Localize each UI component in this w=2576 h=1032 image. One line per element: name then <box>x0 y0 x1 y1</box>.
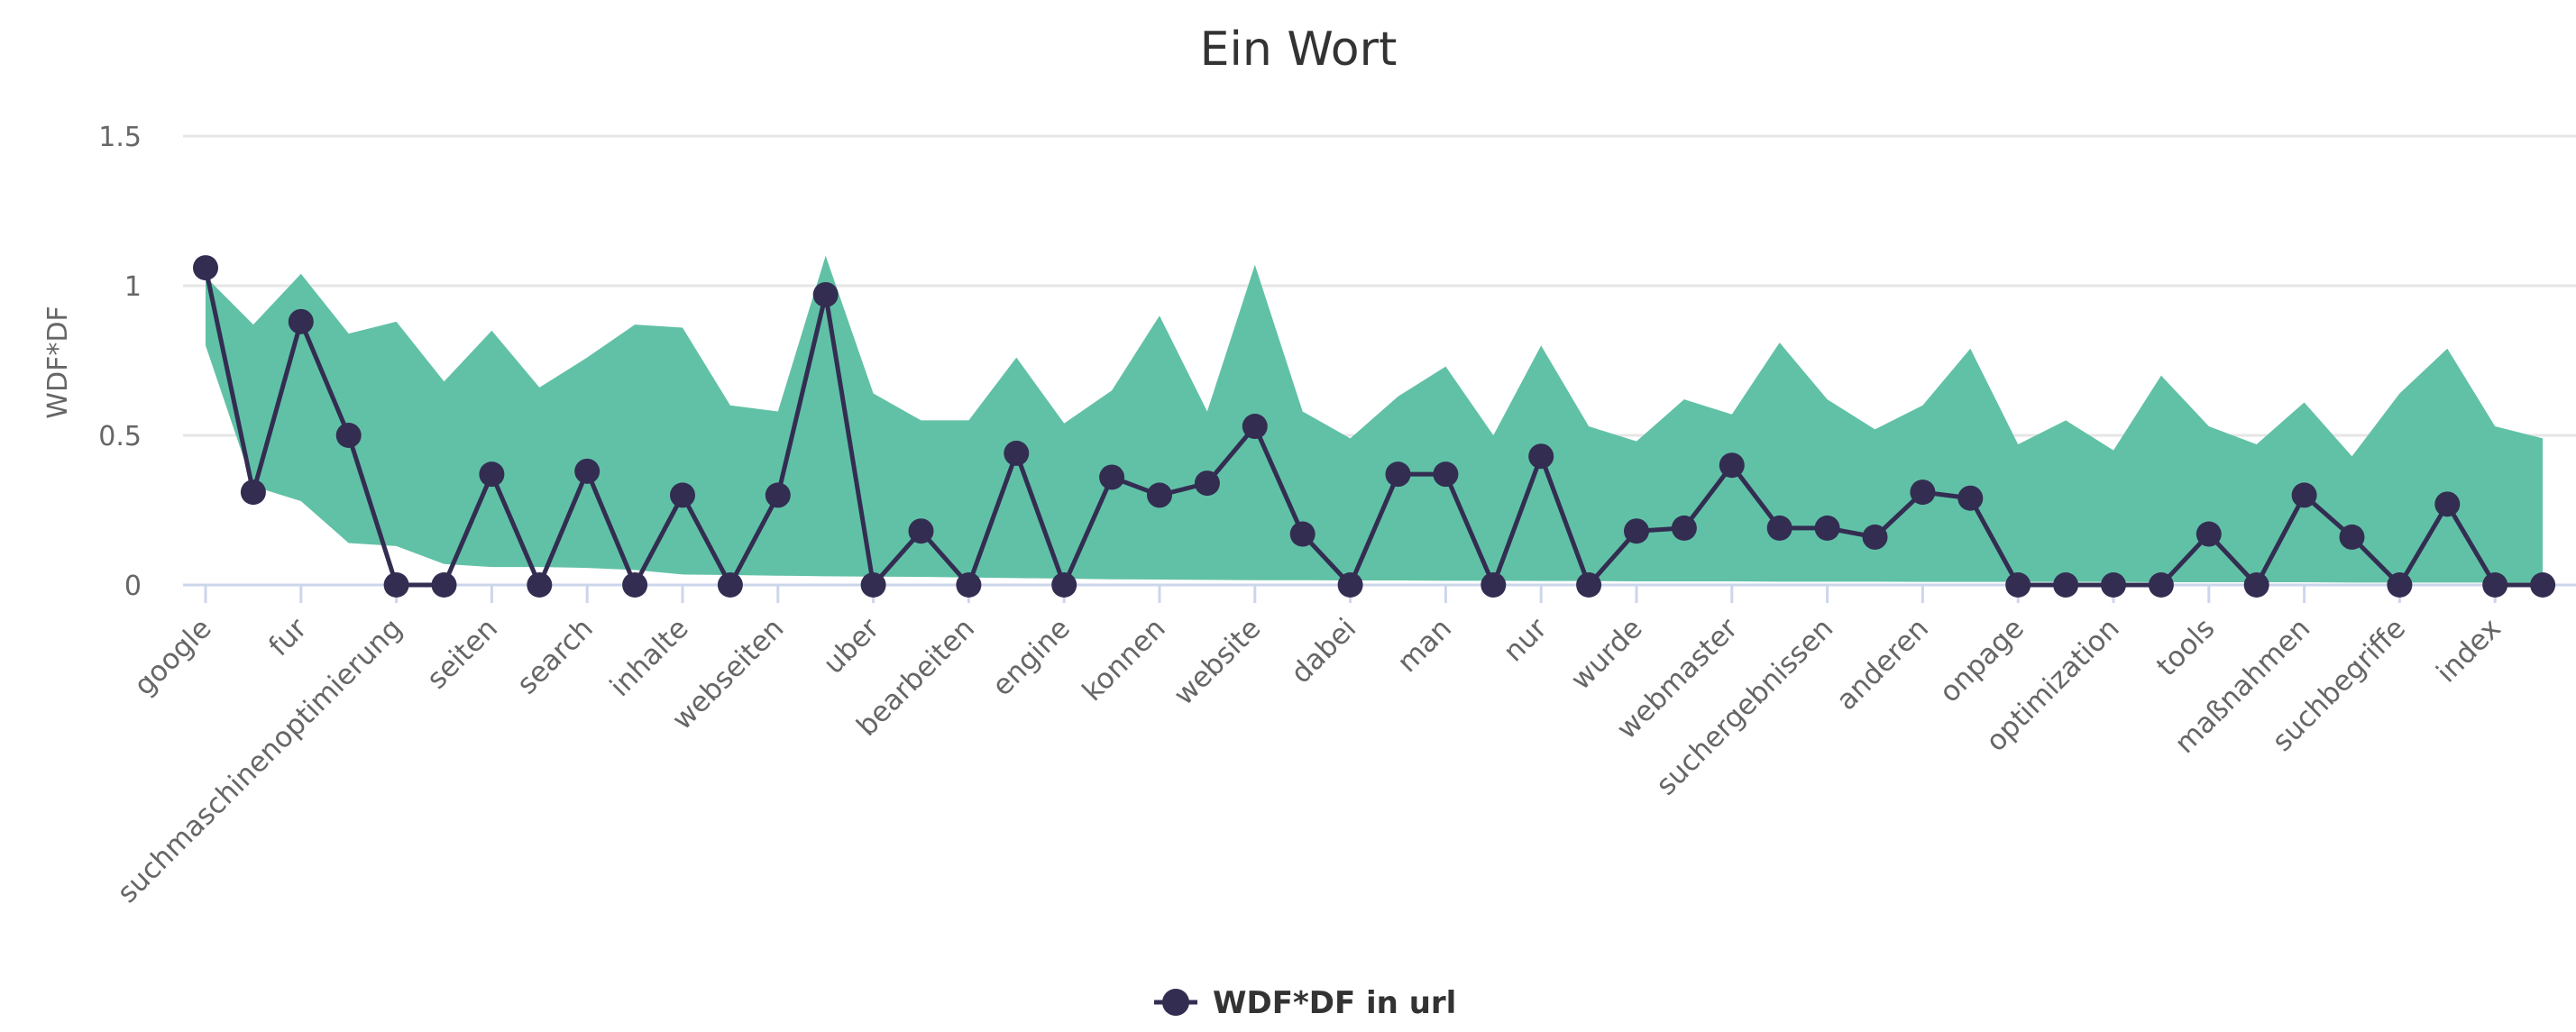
data-point-marker[interactable] <box>2196 521 2222 547</box>
line-series-wdf-df-in-url[interactable] <box>193 255 2556 598</box>
x-tick-label: fur <box>262 612 313 662</box>
data-point-marker[interactable] <box>1624 518 1649 544</box>
data-point-marker[interactable] <box>2148 572 2174 598</box>
data-point-marker[interactable] <box>1289 521 1316 547</box>
data-point-marker[interactable] <box>1910 479 1936 506</box>
data-point-marker[interactable] <box>670 482 695 508</box>
y-tick-label: 0.5 <box>98 421 142 452</box>
data-point-marker[interactable] <box>479 461 505 488</box>
data-point-marker[interactable] <box>812 281 839 307</box>
data-point-marker[interactable] <box>2101 572 2126 598</box>
x-tick-label: index <box>2430 612 2507 689</box>
data-point-marker[interactable] <box>383 572 409 598</box>
data-point-marker[interactable] <box>908 518 934 544</box>
data-point-marker[interactable] <box>2243 572 2269 598</box>
data-point-marker[interactable] <box>1194 470 1220 497</box>
data-point-marker[interactable] <box>2530 572 2556 598</box>
data-point-marker[interactable] <box>1671 515 1697 541</box>
data-point-marker[interactable] <box>2434 491 2461 517</box>
data-point-marker[interactable] <box>2482 572 2508 598</box>
data-point-marker[interactable] <box>860 572 886 598</box>
x-tick-label: suchergebnissen <box>1650 612 1839 801</box>
data-point-marker[interactable] <box>1481 572 1507 598</box>
x-tick-label: konnen <box>1077 612 1172 708</box>
data-point-marker[interactable] <box>2387 572 2413 598</box>
data-point-marker[interactable] <box>956 572 982 598</box>
chart-title: Ein Wort <box>1200 23 1398 77</box>
data-point-marker[interactable] <box>1004 440 1030 466</box>
data-point-marker[interactable] <box>1957 485 1984 511</box>
legend-marker-icon <box>1162 989 1189 1016</box>
x-tick-label: uber <box>817 612 885 680</box>
data-point-marker[interactable] <box>1385 461 1411 488</box>
data-point-marker[interactable] <box>717 572 743 598</box>
x-tick-label: man <box>1391 612 1458 679</box>
x-tick-label: anderen <box>1830 612 1935 717</box>
x-tick-label: nur <box>1498 612 1554 668</box>
y-tick-label: 1 <box>124 271 142 303</box>
data-point-marker[interactable] <box>1576 572 1602 598</box>
y-tick-label: 1.5 <box>98 122 142 153</box>
data-point-marker[interactable] <box>622 572 648 598</box>
data-point-marker[interactable] <box>1337 572 1363 598</box>
data-point-marker[interactable] <box>335 423 362 448</box>
data-point-marker[interactable] <box>1766 515 1792 541</box>
data-point-marker[interactable] <box>1147 482 1172 508</box>
x-tick-label: website <box>1168 612 1267 711</box>
data-point-marker[interactable] <box>2291 482 2317 508</box>
x-tick-label: seiten <box>421 612 504 695</box>
data-point-marker[interactable] <box>1433 461 1459 488</box>
data-point-marker[interactable] <box>193 255 218 281</box>
y-axis-tick-labels: 0 0.5 1 1.5 <box>98 122 142 602</box>
data-point-marker[interactable] <box>527 572 553 598</box>
y-tick-label: 0 <box>124 571 142 602</box>
x-tick-label: tools <box>2150 612 2221 682</box>
data-point-marker[interactable] <box>1719 452 1745 479</box>
data-point-marker[interactable] <box>2053 572 2079 598</box>
data-point-marker[interactable] <box>1528 443 1554 470</box>
data-point-marker[interactable] <box>1099 464 1125 490</box>
legend-item-wdf-df-in-url[interactable]: WDF*DF in url <box>1154 985 1456 1021</box>
x-tick-label: inhalte <box>604 612 695 703</box>
data-point-marker[interactable] <box>1242 414 1268 440</box>
x-tick-label: search <box>511 612 600 700</box>
x-tick-label: dabei <box>1285 612 1362 690</box>
legend-label: WDF*DF in url <box>1213 985 1456 1021</box>
x-tick-label: onpage <box>1933 612 2031 709</box>
data-point-marker[interactable] <box>240 479 266 506</box>
y-axis-title: WDF*DF <box>42 306 74 418</box>
data-point-marker[interactable] <box>574 458 600 484</box>
data-point-marker[interactable] <box>2339 524 2365 550</box>
x-tick-label: engine <box>986 612 1077 702</box>
data-point-marker[interactable] <box>288 308 314 334</box>
data-point-marker[interactable] <box>1814 515 1840 541</box>
data-point-marker[interactable] <box>2005 572 2031 598</box>
data-point-marker[interactable] <box>431 572 457 598</box>
data-point-marker[interactable] <box>765 482 791 508</box>
x-tick-label: google <box>128 612 218 702</box>
x-tick-label: wurde <box>1564 612 1648 696</box>
data-point-marker[interactable] <box>1051 572 1077 598</box>
data-point-marker[interactable] <box>1862 524 1888 550</box>
